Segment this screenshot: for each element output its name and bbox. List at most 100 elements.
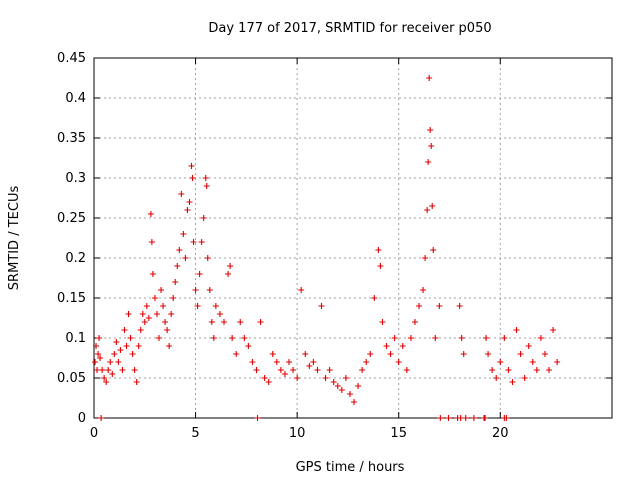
data-point [432, 335, 439, 341]
data-point [153, 311, 160, 317]
data-point [216, 311, 223, 317]
x-tick-label: 15 [390, 426, 407, 441]
data-point [162, 319, 169, 325]
data-point [94, 367, 101, 373]
data-point [184, 207, 191, 213]
data-point [101, 375, 108, 381]
data-point [253, 367, 260, 373]
data-point [457, 415, 464, 421]
data-point [210, 335, 217, 341]
data-point [265, 379, 272, 385]
data-point [221, 319, 228, 325]
data-point [422, 255, 429, 261]
x-tick-label: 0 [90, 426, 98, 441]
data-point [123, 343, 130, 349]
data-point [117, 347, 124, 353]
data-point [533, 367, 540, 373]
data-point [156, 335, 163, 341]
data-point [294, 375, 301, 381]
data-point [147, 211, 154, 217]
data-point [92, 359, 99, 365]
data-point [192, 287, 199, 293]
data-point [198, 239, 205, 245]
data-point [113, 339, 120, 345]
data-point [387, 351, 394, 357]
data-point [202, 175, 209, 181]
data-point [429, 203, 436, 209]
data-point [172, 279, 179, 285]
data-point [107, 359, 114, 365]
data-point [273, 359, 280, 365]
data-point [371, 295, 378, 301]
data-point [97, 355, 104, 361]
data-point [338, 387, 345, 393]
data-point [103, 379, 110, 385]
data-point [151, 295, 158, 301]
data-point [517, 351, 524, 357]
y-tick-label: 0.2 [65, 251, 86, 266]
data-point [326, 367, 333, 373]
data-point [425, 159, 432, 165]
data-point [164, 327, 171, 333]
data-point [99, 367, 106, 373]
data-point [237, 319, 244, 325]
data-point [383, 343, 390, 349]
data-point [314, 367, 321, 373]
data-point [351, 399, 358, 405]
data-point [395, 359, 402, 365]
data-point [105, 367, 112, 373]
data-points [92, 75, 561, 421]
x-tick-label: 10 [289, 426, 306, 441]
data-point [302, 351, 309, 357]
data-point [537, 335, 544, 341]
data-point [137, 327, 144, 333]
data-point [208, 319, 215, 325]
data-point [322, 375, 329, 381]
data-point [497, 359, 504, 365]
data-point [550, 327, 557, 333]
y-tick-label: 0.05 [57, 371, 86, 386]
data-point [513, 327, 520, 333]
data-point [121, 327, 128, 333]
data-point [95, 351, 102, 357]
data-point [196, 271, 203, 277]
data-point [460, 351, 467, 357]
data-point [180, 231, 187, 237]
data-point [227, 263, 234, 269]
y-tick-label: 0.3 [65, 171, 86, 186]
x-axis-label: GPS time / hours [296, 460, 405, 475]
data-point [489, 367, 496, 373]
data-point [182, 255, 189, 261]
data-point [290, 367, 297, 373]
data-point [411, 319, 418, 325]
data-point [426, 75, 433, 81]
data-point [145, 315, 152, 321]
data-point [109, 371, 116, 377]
data-point [493, 375, 500, 381]
data-point [188, 163, 195, 169]
y-axis-label: SRMTID / TECUs [7, 186, 22, 291]
y-tick-label: 0.25 [57, 211, 86, 226]
data-point [458, 335, 465, 341]
y-tick-label: 0.35 [57, 131, 86, 146]
data-point [249, 359, 256, 365]
data-point [204, 255, 211, 261]
data-point [269, 351, 276, 357]
data-point [93, 343, 100, 349]
data-point [485, 351, 492, 357]
data-point [521, 375, 528, 381]
data-point [139, 311, 146, 317]
data-point [359, 367, 366, 373]
data-point [233, 351, 240, 357]
data-point [189, 175, 196, 181]
data-point [424, 207, 431, 213]
x-tick-label: 5 [191, 426, 199, 441]
data-point [428, 143, 435, 149]
data-point [160, 303, 167, 309]
data-point [416, 303, 423, 309]
data-point [135, 343, 142, 349]
data-point [509, 379, 516, 385]
data-point [115, 359, 122, 365]
data-point [212, 303, 219, 309]
data-point [367, 351, 374, 357]
